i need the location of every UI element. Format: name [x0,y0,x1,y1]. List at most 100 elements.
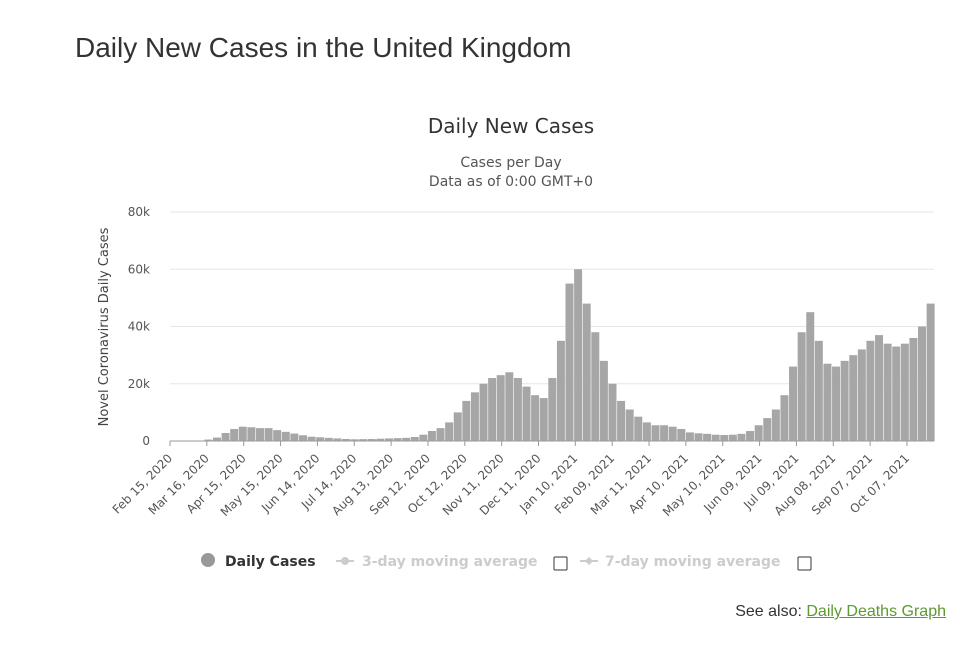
bar [677,428,686,441]
see-also-prefix: See also: [735,603,802,620]
bar [866,340,875,441]
checkbox-7day[interactable] [797,556,812,571]
bar [290,433,299,441]
legend: Daily Cases 3-day moving average 7-day m… [201,553,812,571]
legend-item-3day[interactable]: 3-day moving average [336,554,538,570]
bar [651,425,660,441]
bar [840,360,849,441]
y-tick-label: 20k [128,377,150,391]
bar [384,438,393,441]
bar [703,433,712,441]
bar [238,426,247,441]
bar [565,283,574,441]
y-axis-ticks: 0 20k 40k 60k 80k [128,205,150,448]
bar [849,355,858,441]
bar [574,269,583,441]
bar [307,436,316,441]
bar [505,372,514,441]
legend-marker-3day [341,557,349,565]
bar [324,437,333,441]
bar [230,428,239,441]
bar [488,378,497,441]
legend-label-daily-cases: Daily Cases [225,554,316,570]
bar [771,409,780,441]
bar [539,398,548,441]
y-tick-label: 0 [142,434,150,448]
daily-deaths-graph-link[interactable]: Daily Deaths Graph [806,603,946,620]
bar [883,343,892,441]
legend-label-7day: 7-day moving average [605,554,781,570]
bar [918,326,927,441]
bar [857,349,866,441]
bar [419,434,428,441]
legend-item-daily-cases[interactable]: Daily Cases [201,553,316,570]
bar [634,416,643,441]
chart-subtitle-2: Data as of 0:00 GMT+0 [429,174,593,190]
bar [204,439,213,441]
bar [402,437,411,441]
bar [668,426,677,441]
bar [316,437,325,441]
bar [875,335,884,441]
legend-item-7day[interactable]: 7-day moving average [580,554,781,570]
bar [728,434,737,441]
bar [453,412,462,441]
bar [522,386,531,441]
bar [737,433,746,441]
y-tick-label: 60k [128,262,150,276]
bar [763,418,772,441]
checkbox-3day[interactable] [553,556,568,571]
bar [462,400,471,441]
bar [410,436,419,441]
bar [359,439,368,441]
bar [513,378,522,441]
bar [926,303,935,441]
bar [479,383,488,441]
bar [470,392,479,441]
bar [376,438,385,441]
bar [685,432,694,441]
bar [221,432,230,441]
bar [789,366,798,441]
bar [711,434,720,441]
bar [247,427,256,441]
bar [255,428,264,441]
bar [780,395,789,441]
bar [591,332,600,441]
bar [582,303,591,441]
chart-subtitle-1: Cases per Day [460,155,561,171]
bar [694,433,703,441]
bar [754,425,763,441]
bar [720,434,729,441]
bar [832,366,841,441]
bar [909,337,918,441]
bar [333,438,342,441]
bar [445,422,454,441]
bar [496,375,505,441]
bar [746,430,755,441]
bar [608,383,617,441]
legend-marker-7day [585,557,593,565]
chart-title: Daily New Cases [428,114,594,138]
bar [341,438,350,441]
bar [797,332,806,441]
bar [806,312,815,441]
bar [660,425,669,441]
bar [900,343,909,441]
see-also: See also: Daily Deaths Graph [735,603,946,621]
bar [281,431,290,441]
bar [548,378,557,441]
y-tick-label: 40k [128,320,150,334]
daily-cases-chart: Daily New Cases Cases per Day Data as of… [97,114,935,571]
bar [556,340,565,441]
legend-marker-daily-cases [201,553,215,567]
bar [427,430,436,441]
bar [393,438,402,441]
bar [298,435,307,441]
bar [350,439,359,441]
bar [823,363,832,441]
y-tick-label: 80k [128,205,150,219]
page-title: Daily New Cases in the United Kingdom [75,32,572,63]
y-axis-label: Novel Coronavirus Daily Cases [97,227,112,426]
